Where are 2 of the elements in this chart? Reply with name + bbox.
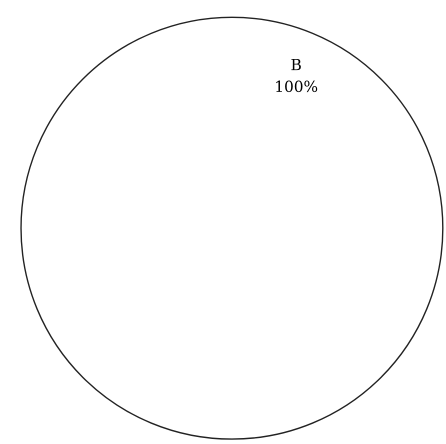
slice-label: B (291, 58, 301, 70)
data-label: 100% (276, 80, 318, 92)
